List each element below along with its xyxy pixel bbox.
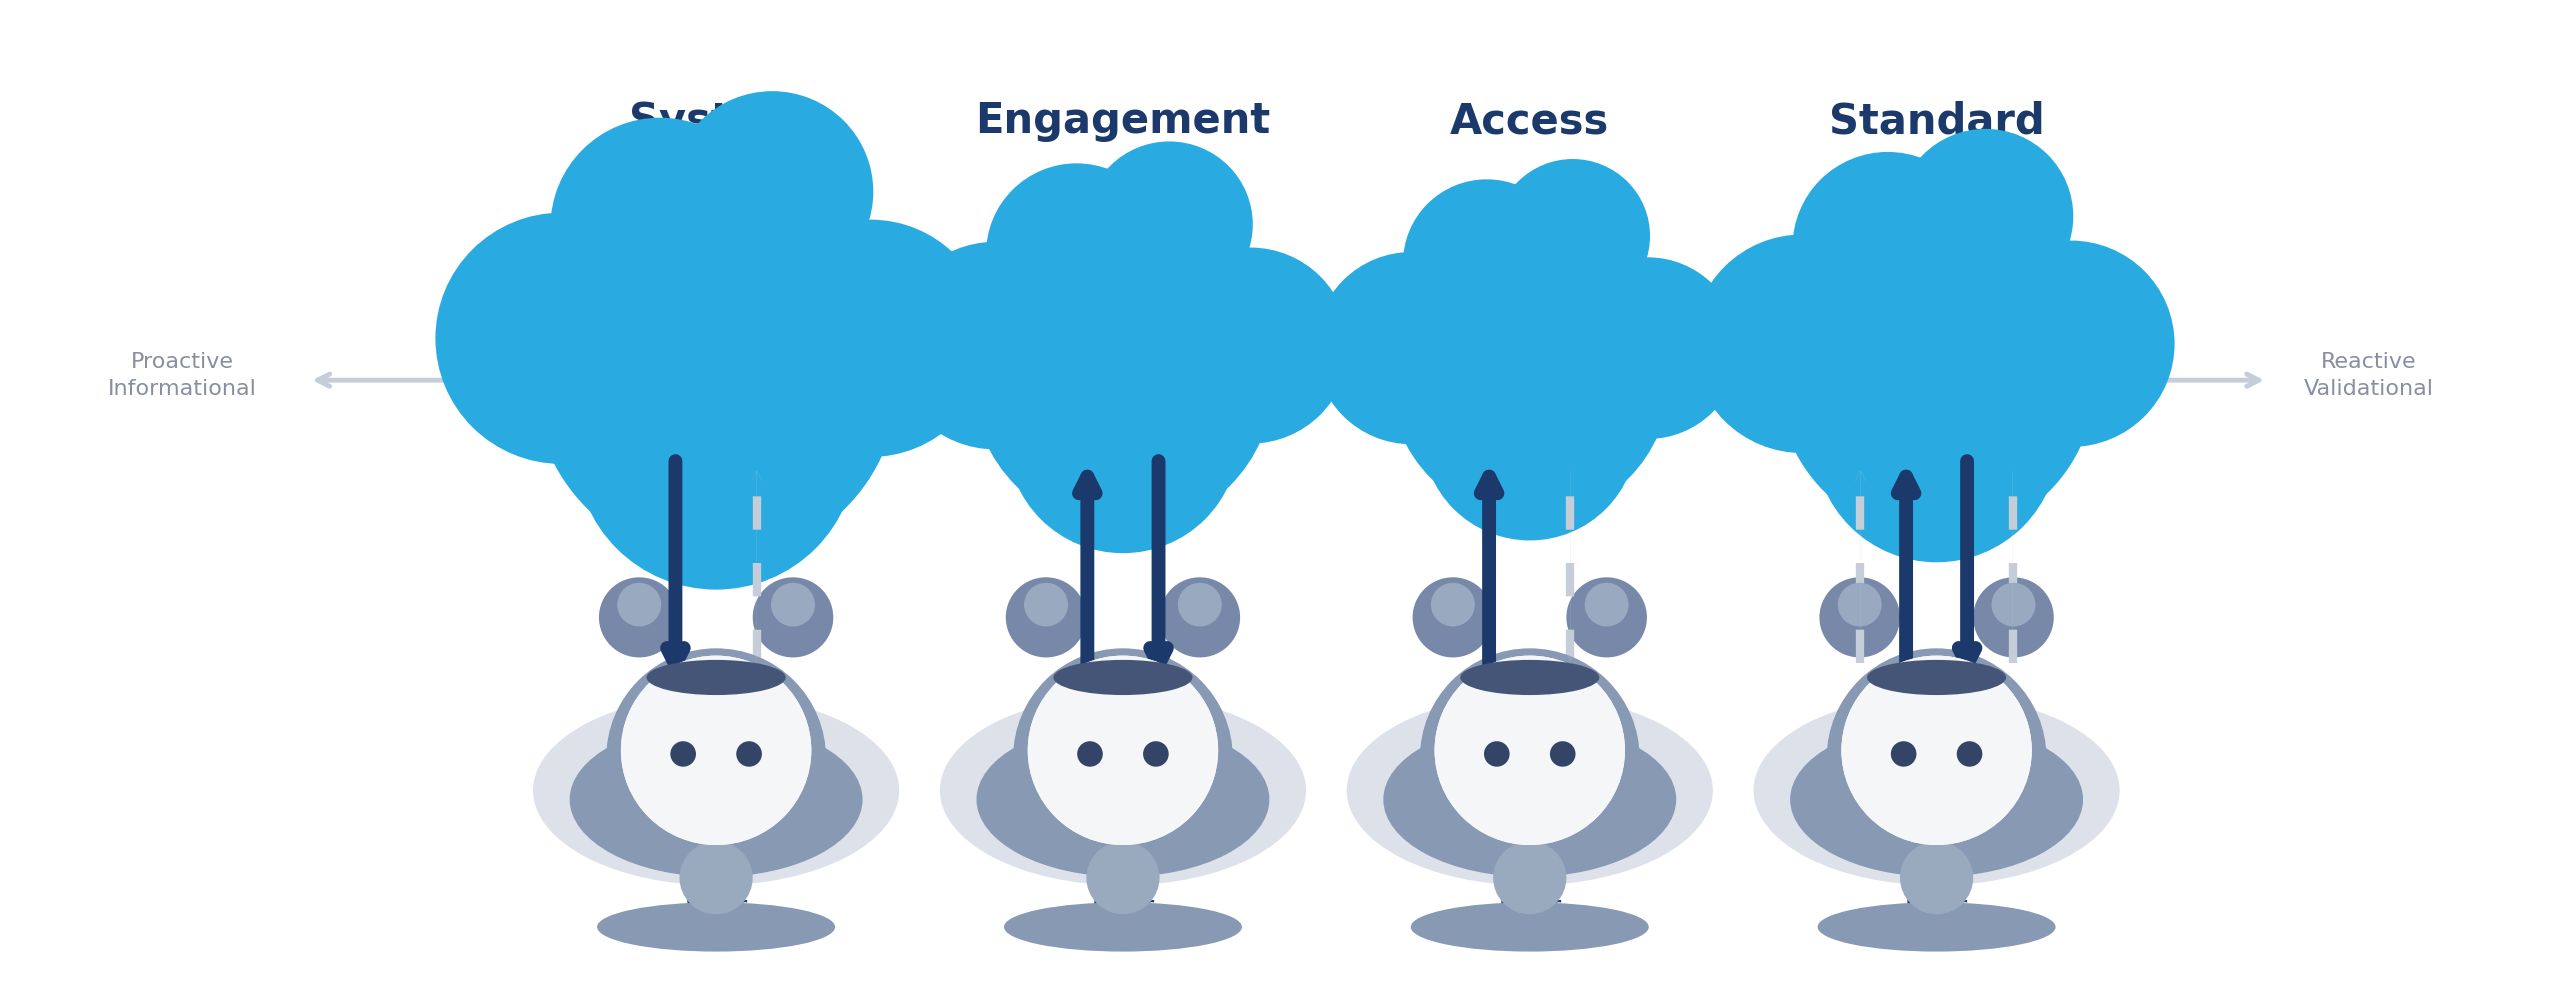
- Text: User: User: [1092, 893, 1156, 922]
- Ellipse shape: [1957, 741, 1982, 766]
- Ellipse shape: [1028, 656, 1219, 845]
- Ellipse shape: [1347, 695, 1712, 886]
- Ellipse shape: [1023, 583, 1069, 626]
- Ellipse shape: [1691, 234, 1913, 453]
- Ellipse shape: [753, 577, 834, 657]
- Ellipse shape: [939, 695, 1306, 886]
- Ellipse shape: [1434, 656, 1625, 845]
- Ellipse shape: [607, 648, 827, 867]
- Ellipse shape: [1413, 577, 1492, 657]
- Ellipse shape: [750, 220, 990, 457]
- Ellipse shape: [1087, 142, 1253, 307]
- Ellipse shape: [1814, 319, 2059, 562]
- Ellipse shape: [1974, 577, 2054, 657]
- Ellipse shape: [1434, 656, 1625, 845]
- Text: Access: Access: [1449, 100, 1610, 143]
- Ellipse shape: [890, 241, 1099, 449]
- Ellipse shape: [533, 695, 898, 886]
- Ellipse shape: [1008, 322, 1240, 554]
- Ellipse shape: [1900, 841, 1974, 914]
- Ellipse shape: [1459, 660, 1599, 695]
- Ellipse shape: [1390, 241, 1668, 519]
- Ellipse shape: [620, 656, 811, 845]
- Ellipse shape: [645, 660, 786, 695]
- Ellipse shape: [671, 92, 872, 293]
- Ellipse shape: [551, 117, 770, 336]
- Ellipse shape: [1013, 648, 1232, 867]
- Ellipse shape: [569, 722, 862, 877]
- Text: User: User: [1497, 893, 1561, 922]
- Ellipse shape: [1314, 252, 1508, 444]
- Ellipse shape: [1492, 841, 1566, 914]
- Text: Proactive
Informational: Proactive Informational: [107, 352, 258, 399]
- Ellipse shape: [1566, 577, 1648, 657]
- Ellipse shape: [1791, 722, 2084, 877]
- Ellipse shape: [620, 656, 811, 845]
- Ellipse shape: [436, 213, 689, 464]
- Ellipse shape: [597, 902, 834, 952]
- Ellipse shape: [1153, 247, 1349, 443]
- Ellipse shape: [1423, 327, 1638, 541]
- Ellipse shape: [1819, 902, 2056, 952]
- Ellipse shape: [1383, 722, 1676, 877]
- Ellipse shape: [617, 583, 661, 626]
- Ellipse shape: [1495, 159, 1650, 313]
- Ellipse shape: [1485, 741, 1510, 766]
- Ellipse shape: [737, 741, 763, 766]
- Ellipse shape: [533, 199, 898, 561]
- Ellipse shape: [1778, 223, 2094, 538]
- Text: Reactive
Validational: Reactive Validational: [2304, 352, 2434, 399]
- Ellipse shape: [1584, 583, 1628, 626]
- Ellipse shape: [1179, 583, 1222, 626]
- Ellipse shape: [1161, 577, 1240, 657]
- Ellipse shape: [1867, 660, 2005, 695]
- Ellipse shape: [1005, 902, 1242, 952]
- Text: User: User: [1906, 893, 1969, 922]
- Ellipse shape: [1077, 741, 1102, 766]
- Ellipse shape: [1028, 656, 1219, 845]
- Ellipse shape: [972, 230, 1273, 530]
- Ellipse shape: [1967, 240, 2173, 447]
- Ellipse shape: [1842, 656, 2031, 845]
- Ellipse shape: [1992, 583, 2036, 626]
- Text: User: User: [684, 893, 747, 922]
- Ellipse shape: [1556, 257, 1740, 439]
- Ellipse shape: [977, 722, 1270, 877]
- Ellipse shape: [1842, 656, 2031, 845]
- Ellipse shape: [987, 164, 1166, 344]
- Text: Engagement: Engagement: [974, 100, 1270, 143]
- Ellipse shape: [1837, 583, 1883, 626]
- Ellipse shape: [1143, 741, 1168, 766]
- Ellipse shape: [1054, 660, 1191, 695]
- Text: Standard: Standard: [1829, 100, 2043, 143]
- Text: System: System: [630, 100, 804, 143]
- Ellipse shape: [1411, 902, 1648, 952]
- Ellipse shape: [770, 583, 814, 626]
- Ellipse shape: [1005, 577, 1087, 657]
- Ellipse shape: [1753, 695, 2120, 886]
- Ellipse shape: [1819, 577, 1900, 657]
- Ellipse shape: [599, 577, 679, 657]
- Ellipse shape: [1827, 648, 2046, 867]
- Ellipse shape: [1421, 648, 1640, 867]
- Ellipse shape: [1403, 179, 1571, 346]
- Ellipse shape: [1890, 741, 1916, 766]
- Ellipse shape: [1898, 129, 2074, 303]
- Ellipse shape: [1551, 741, 1577, 766]
- Ellipse shape: [671, 741, 696, 766]
- Ellipse shape: [1793, 152, 1982, 342]
- Ellipse shape: [679, 841, 753, 914]
- Ellipse shape: [577, 310, 857, 590]
- Ellipse shape: [1087, 841, 1161, 914]
- Ellipse shape: [1431, 583, 1474, 626]
